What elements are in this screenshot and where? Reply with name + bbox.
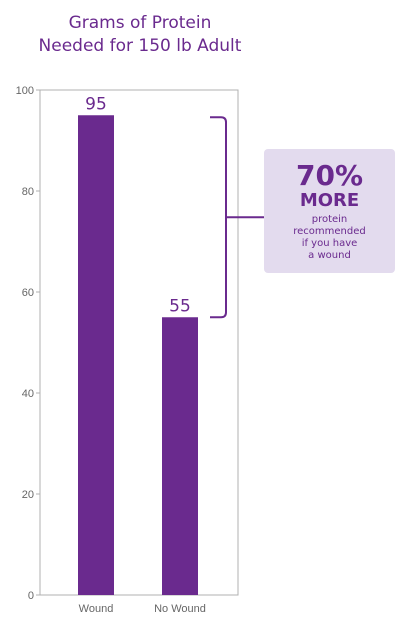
plot-frame <box>39 89 239 596</box>
chart-title-line-2: Needed for 150 lb Adult <box>38 36 242 56</box>
chart-bars <box>78 115 198 595</box>
bar-value-label: 95 <box>85 94 107 114</box>
chart-title: Grams of Protein Needed for 150 lb Adult <box>0 12 280 58</box>
callout-percent: 70% <box>295 159 364 192</box>
callout-description: protein recommended if you have a wound <box>293 214 366 261</box>
bar-value-label: 55 <box>169 296 191 316</box>
difference-bracket <box>210 116 264 319</box>
chart-axes <box>36 89 239 596</box>
x-category-label: No Wound <box>154 603 206 615</box>
y-tick-label: 60 <box>22 287 34 299</box>
y-tick-label: 20 <box>22 489 34 501</box>
callout-box: 70% MORE protein recommended if you have… <box>264 149 395 273</box>
bar-wound <box>78 115 114 595</box>
y-tick-label: 80 <box>22 186 34 198</box>
bracket-line <box>210 116 227 319</box>
y-tick-label: 0 <box>28 590 34 602</box>
bar-no-wound <box>162 317 198 595</box>
callout-more: MORE <box>299 190 360 211</box>
x-category-label: Wound <box>79 603 114 615</box>
chart-labels: 0 20 40 60 80 100 95 Wound 55 No Wound <box>16 85 206 615</box>
y-tick-label: 40 <box>22 388 34 400</box>
chart-title-line-1: Grams of Protein <box>68 13 212 33</box>
y-tick-label: 100 <box>16 85 34 97</box>
